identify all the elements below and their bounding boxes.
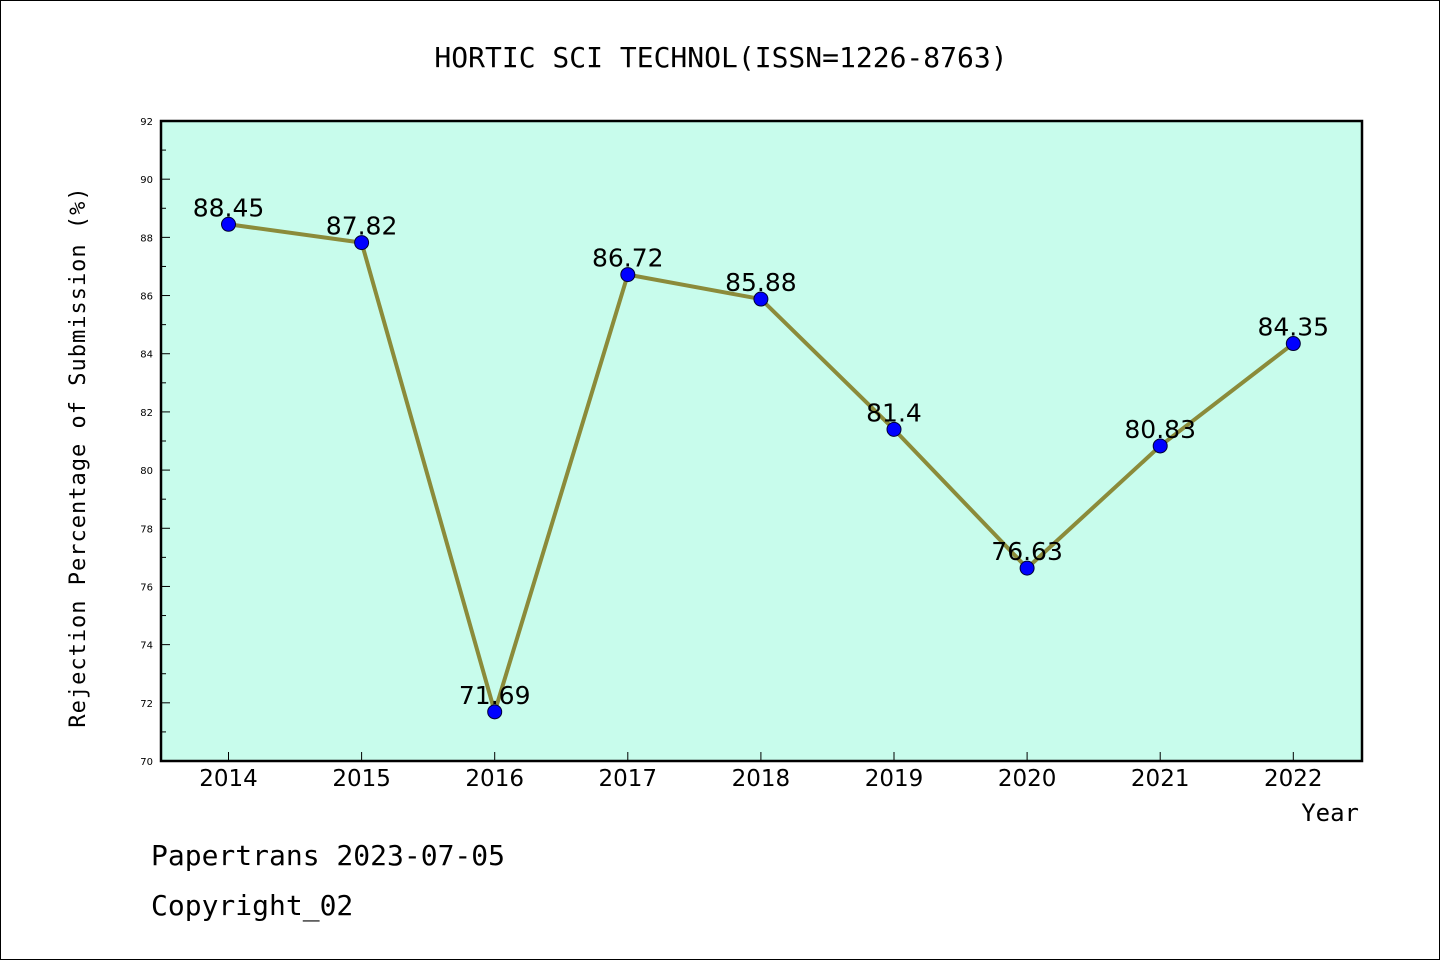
data-label: 87.82 xyxy=(326,212,398,241)
y-tick-label: 86 xyxy=(140,292,153,303)
y-tick-label: 70 xyxy=(140,757,153,768)
data-point xyxy=(886,421,902,437)
data-point xyxy=(620,267,636,283)
data-point xyxy=(487,704,503,720)
footer-date: Papertrans 2023-07-05 xyxy=(151,839,505,872)
footer-copyright: Copyright_02 xyxy=(151,889,353,923)
y-tick-label: 82 xyxy=(140,408,153,419)
y-tick-label: 90 xyxy=(140,175,153,186)
data-label: 71.69 xyxy=(459,681,531,710)
x-tick-label: 2016 xyxy=(465,766,524,792)
y-tick-label: 76 xyxy=(140,582,153,593)
data-point xyxy=(221,216,236,232)
x-tick-label: 2017 xyxy=(599,766,658,792)
y-axis: 70 72 74 76 78 80 82 84 86 88 90 92 xyxy=(140,117,170,768)
x-tick-label: 2020 xyxy=(998,766,1057,792)
data-point xyxy=(1152,438,1168,454)
plot-border xyxy=(159,119,1364,763)
y-tick-label: 84 xyxy=(140,350,153,361)
data-point xyxy=(753,291,769,307)
x-tick-label: 2019 xyxy=(865,766,924,792)
y-tick-label: 72 xyxy=(140,699,153,710)
data-point xyxy=(1285,336,1301,352)
x-tick-label: 2015 xyxy=(332,766,391,792)
data-label: 80.83 xyxy=(1124,415,1196,444)
data-point xyxy=(354,235,370,251)
data-label: 86.72 xyxy=(592,244,664,273)
data-point xyxy=(1019,560,1035,576)
y-tick-label: 80 xyxy=(140,466,153,477)
y-tick-label: 92 xyxy=(140,117,153,128)
x-tick-label: 2018 xyxy=(732,766,791,792)
data-label: 85.88 xyxy=(725,268,797,297)
data-label: 88.45 xyxy=(193,193,265,222)
y-axis-label: Rejection Percentage of Submission (%) xyxy=(66,186,91,727)
chart-title: HORTIC SCI TECHNOL(ISSN=1226-8763) xyxy=(434,41,1007,74)
y-tick-label: 78 xyxy=(140,524,153,535)
x-axis-label: Year xyxy=(1301,799,1359,827)
x-tick-label: 2014 xyxy=(199,766,258,792)
data-label: 81.4 xyxy=(866,398,922,427)
y-tick-label: 88 xyxy=(140,233,153,244)
x-tick-label: 2022 xyxy=(1264,766,1323,792)
y-tick-label: 74 xyxy=(140,641,153,652)
data-label: 76.63 xyxy=(991,537,1063,566)
x-tick-label: 2021 xyxy=(1131,766,1190,792)
data-label: 84.35 xyxy=(1258,313,1330,342)
x-axis: 2014 2015 2016 2017 2018 2019 2020 2021 2022 xyxy=(199,752,1323,792)
data-series: 88.45 87.82 71.69 86.72 85.88 81.4 76.63 80.83 8… xyxy=(193,193,1330,720)
